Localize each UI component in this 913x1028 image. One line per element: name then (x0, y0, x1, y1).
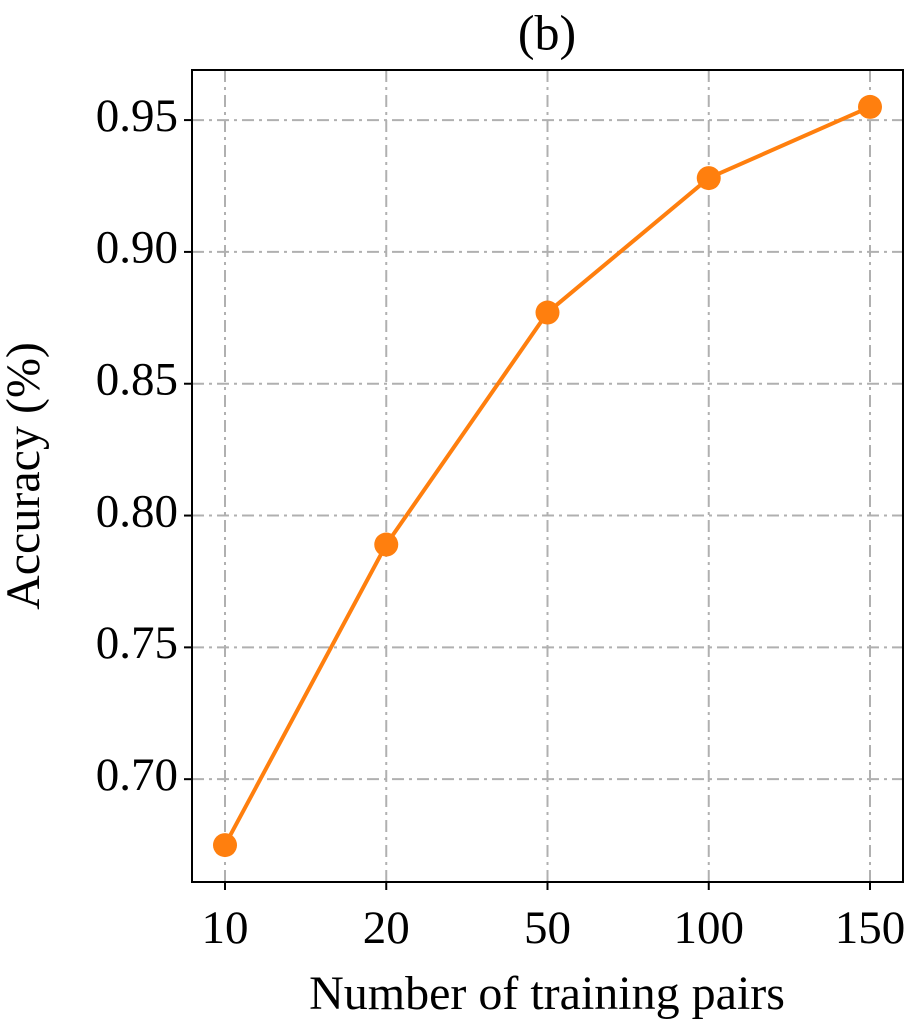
y-tick-label: 0.90 (96, 222, 178, 274)
x-tick-label: 10 (202, 902, 249, 954)
point (535, 300, 560, 325)
point (374, 532, 399, 557)
y-tick-label: 0.70 (96, 749, 178, 801)
x-tick-label: 50 (524, 902, 571, 954)
y-tick-label: 0.85 (96, 354, 178, 406)
point (213, 833, 237, 858)
x-tick-label: 20 (363, 902, 410, 954)
y-tick-label: 0.95 (96, 90, 178, 142)
x-axis-label: Number of training pairs (309, 967, 785, 1020)
point (696, 166, 721, 191)
y-tick-label: 0.80 (96, 485, 178, 537)
point (858, 94, 882, 119)
x-tick-label: 150 (835, 902, 906, 954)
plot-frame (191, 69, 904, 883)
chart-title: (b) (518, 4, 576, 60)
y-axis-label: Accuracy (%) (0, 342, 50, 610)
y-tick-label: 0.75 (96, 617, 178, 669)
x-tick-label: 100 (674, 902, 745, 954)
